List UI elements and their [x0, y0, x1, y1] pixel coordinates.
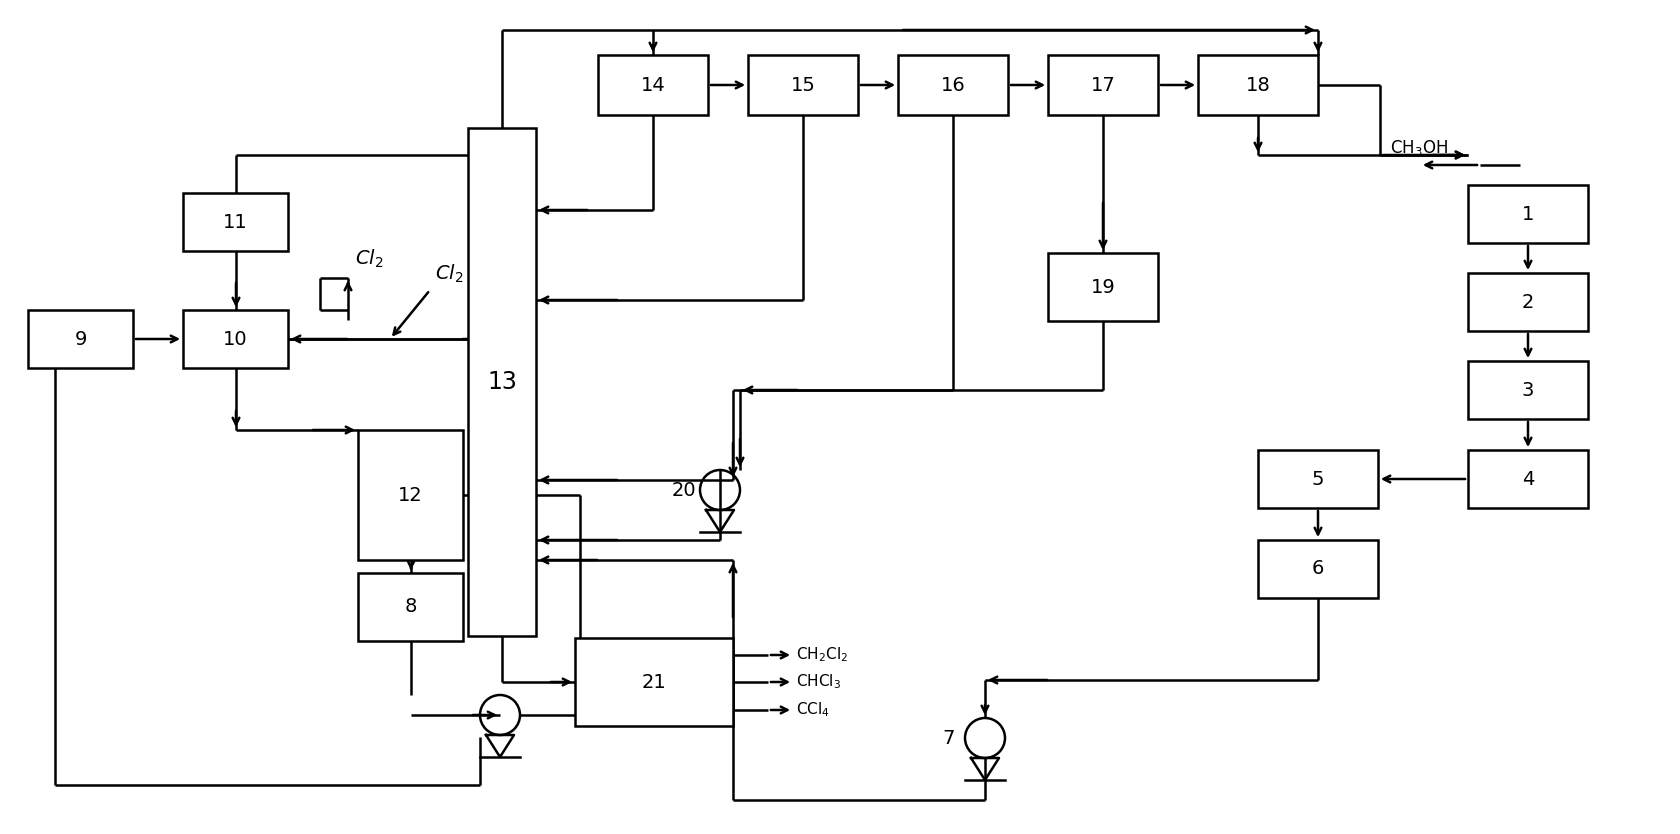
Text: 11: 11 — [223, 213, 249, 232]
Text: 19: 19 — [1090, 278, 1116, 297]
Bar — [1258, 450, 1378, 508]
Bar — [358, 430, 464, 560]
Text: 21: 21 — [642, 672, 667, 691]
Text: 7: 7 — [942, 729, 956, 747]
Text: 12: 12 — [398, 485, 423, 505]
Bar — [1198, 55, 1319, 115]
Text: CHCl$_3$: CHCl$_3$ — [796, 673, 842, 691]
Text: 1: 1 — [1522, 204, 1534, 224]
Bar — [469, 128, 536, 636]
Text: CH$_3$OH: CH$_3$OH — [1389, 138, 1448, 158]
Text: Cl$_2$: Cl$_2$ — [435, 263, 464, 285]
Bar — [183, 193, 287, 251]
Text: 8: 8 — [405, 597, 417, 616]
Bar — [899, 55, 1008, 115]
Text: 6: 6 — [1312, 560, 1324, 579]
Text: 17: 17 — [1090, 76, 1116, 94]
Bar — [1048, 55, 1158, 115]
Bar — [1048, 253, 1158, 321]
Text: 3: 3 — [1522, 380, 1534, 399]
Text: 13: 13 — [487, 370, 517, 394]
Text: CCl$_4$: CCl$_4$ — [796, 701, 830, 720]
Text: 20: 20 — [672, 480, 696, 500]
Text: Cl$_2$: Cl$_2$ — [354, 248, 383, 270]
Text: 9: 9 — [74, 329, 87, 349]
Bar — [1258, 540, 1378, 598]
Text: 18: 18 — [1245, 76, 1270, 94]
Text: CH$_2$Cl$_2$: CH$_2$Cl$_2$ — [796, 646, 848, 665]
Bar — [1468, 273, 1588, 331]
Bar — [598, 55, 707, 115]
Bar — [358, 573, 464, 641]
Text: 16: 16 — [941, 76, 966, 94]
Text: 2: 2 — [1522, 293, 1534, 312]
Bar — [1468, 361, 1588, 419]
Bar — [748, 55, 858, 115]
Text: 10: 10 — [223, 329, 249, 349]
Bar — [29, 310, 133, 368]
Bar — [1468, 185, 1588, 243]
Text: 15: 15 — [791, 76, 815, 94]
Bar — [1468, 450, 1588, 508]
Bar — [575, 638, 732, 726]
Text: 14: 14 — [640, 76, 665, 94]
Bar — [183, 310, 287, 368]
Text: 4: 4 — [1522, 470, 1534, 489]
Text: 5: 5 — [1312, 470, 1324, 489]
